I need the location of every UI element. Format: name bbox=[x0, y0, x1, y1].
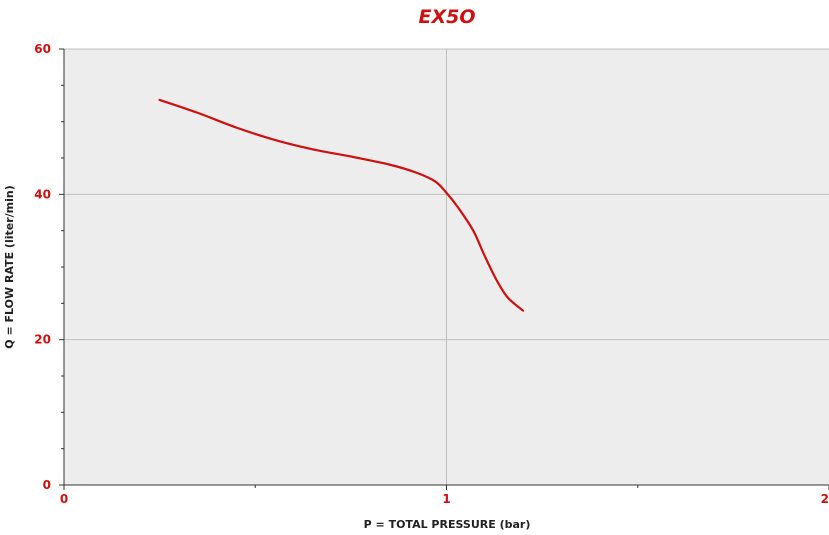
x-tick-label: 2 bbox=[821, 492, 829, 506]
y-axis-label: Q = FLOW RATE (liter/min) bbox=[3, 185, 16, 348]
y-tick-label: 20 bbox=[34, 333, 51, 347]
y-tick-label: 60 bbox=[34, 42, 51, 56]
y-tick-labels: 0 20 40 60 bbox=[34, 42, 51, 492]
x-tick-label: 1 bbox=[442, 492, 450, 506]
x-tick-labels: 0 1 2 bbox=[60, 492, 829, 506]
chart-title: EX5O bbox=[419, 6, 476, 28]
x-tick-label: 0 bbox=[60, 492, 68, 506]
series-line bbox=[158, 98, 525, 312]
series-group bbox=[158, 98, 525, 312]
axes bbox=[59, 48, 829, 490]
y-tick-label: 0 bbox=[43, 478, 51, 492]
y-tick-label: 40 bbox=[34, 187, 51, 201]
x-axis-label: P = TOTAL PRESSURE (bar) bbox=[364, 518, 531, 531]
